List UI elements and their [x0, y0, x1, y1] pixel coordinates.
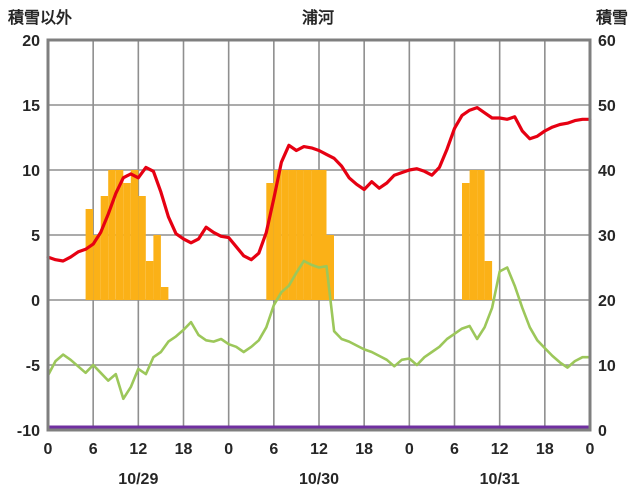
sunshine-bars	[319, 170, 327, 300]
hour-tick: 0	[224, 441, 233, 458]
hour-tick: 6	[269, 441, 278, 458]
sunshine-bars	[288, 170, 297, 300]
temperature-green	[46, 259, 592, 401]
sunshine-bars	[273, 170, 282, 300]
hour-tick: 0	[44, 441, 53, 458]
sunshine-bars	[145, 261, 154, 300]
hour-tick: 18	[175, 441, 193, 458]
hour-tick: 18	[355, 441, 373, 458]
sunshine-bars	[100, 196, 109, 300]
right-axis-title: 積雪	[595, 10, 628, 27]
sunshine-bars	[484, 261, 493, 300]
left-axis-tick: 20	[22, 33, 40, 50]
left-axis-tick: -5	[26, 358, 40, 375]
hour-tick: 6	[89, 441, 98, 458]
sunshine-bars	[266, 183, 274, 300]
plot-border	[46, 38, 592, 432]
hour-tick: 6	[450, 441, 459, 458]
right-axis-tick: 60	[598, 33, 616, 50]
sunshine-bars	[281, 170, 289, 300]
sunshine-bars	[108, 170, 116, 300]
chart-title: 浦河	[301, 10, 334, 27]
right-axis-tick: 0	[598, 423, 607, 440]
sunshine-bars	[296, 170, 304, 300]
sunshine-bars	[115, 170, 124, 300]
date-label: 10/29	[118, 471, 158, 488]
hour-tick: 12	[310, 441, 328, 458]
left-axis-tick: 15	[22, 98, 40, 115]
sunshine-bars	[462, 183, 470, 300]
left-axis-title: 積雪以外	[8, 10, 73, 27]
hour-tick: 12	[491, 441, 509, 458]
sunshine-bars	[130, 170, 139, 300]
date-label: 10/31	[480, 471, 520, 488]
left-axis-tick: 10	[22, 163, 40, 180]
right-axis-tick: 30	[598, 228, 616, 245]
left-axis-tick: 5	[31, 228, 40, 245]
hour-tick: 0	[586, 441, 595, 458]
sunshine-bars	[303, 170, 312, 300]
sunshine-bars	[477, 170, 485, 300]
right-axis-tick: 10	[598, 358, 616, 375]
left-axis-tick: 0	[31, 293, 40, 310]
left-axis-tick: -10	[17, 423, 40, 440]
sunshine-bars	[311, 170, 319, 300]
sunshine-bars	[93, 235, 101, 300]
hour-tick: 18	[536, 441, 554, 458]
hour-tick: 0	[405, 441, 414, 458]
sunshine-bars	[153, 235, 161, 300]
sunshine-bars	[469, 170, 478, 300]
temperature-red	[46, 105, 592, 263]
sunshine-bars	[123, 183, 131, 300]
sunshine-bars	[138, 196, 146, 300]
right-axis-tick: 50	[598, 98, 616, 115]
sunshine-bars	[160, 287, 169, 300]
right-axis-tick: 40	[598, 163, 616, 180]
hour-tick: 12	[129, 441, 147, 458]
sunshine-bars	[326, 235, 334, 300]
sunshine-bars	[85, 209, 94, 300]
right-axis-tick: 20	[598, 293, 616, 310]
date-label: 10/30	[299, 471, 339, 488]
